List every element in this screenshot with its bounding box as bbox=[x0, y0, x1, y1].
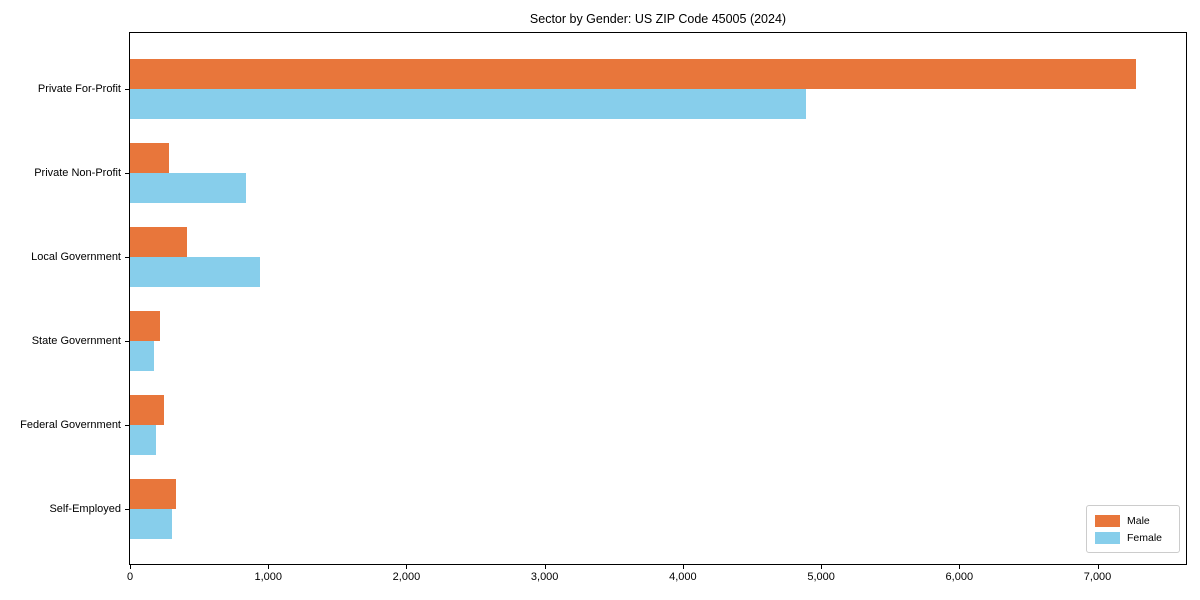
y-tick-mark bbox=[125, 257, 129, 258]
bar-federal-government-male bbox=[130, 395, 164, 425]
bar-private-for-profit-female bbox=[130, 89, 806, 119]
x-tick-label-7000: 7,000 bbox=[1083, 571, 1112, 583]
y-tick-label-self-employed: Self-Employed bbox=[49, 503, 121, 515]
x-tick-mark bbox=[1097, 565, 1099, 569]
y-tick-mark bbox=[125, 341, 129, 342]
x-tick-label-3000: 3,000 bbox=[530, 571, 559, 583]
bar-local-government-female bbox=[130, 257, 260, 287]
x-tick-mark bbox=[268, 565, 270, 569]
x-tick-label-1000: 1,000 bbox=[254, 571, 282, 583]
x-tick-mark bbox=[406, 565, 408, 569]
legend-entry-male: Male bbox=[1095, 514, 1171, 527]
legend-label-male: Male bbox=[1127, 514, 1150, 527]
x-tick-label-4000: 4,000 bbox=[669, 571, 697, 583]
y-tick-label-local-government: Local Government bbox=[31, 251, 121, 263]
x-tick-mark bbox=[130, 565, 131, 569]
y-tick-mark bbox=[125, 425, 129, 426]
x-tick-label-2000: 2,000 bbox=[392, 571, 421, 583]
chart-title: Sector by Gender: US ZIP Code 45005 (202… bbox=[529, 12, 787, 26]
x-tick-mark bbox=[544, 565, 546, 569]
legend-label-female: Female bbox=[1127, 531, 1163, 544]
x-tick-label-0: 0 bbox=[126, 571, 134, 583]
bar-self-employed-female bbox=[130, 509, 172, 539]
legend: Male Female bbox=[1086, 505, 1180, 553]
x-tick-mark bbox=[821, 565, 823, 569]
plot-area: Male Female bbox=[129, 32, 1187, 565]
y-tick-label-private-for-profit: Private For-Profit bbox=[37, 83, 121, 95]
y-tick-label-federal-government: Federal Government bbox=[20, 419, 121, 431]
x-tick-mark bbox=[959, 565, 961, 569]
x-tick-label-6000: 6,000 bbox=[945, 571, 974, 583]
x-tick-mark bbox=[682, 565, 684, 569]
legend-swatch-male bbox=[1095, 514, 1120, 527]
y-tick-mark bbox=[125, 173, 129, 174]
legend-swatch-female bbox=[1095, 531, 1120, 544]
bar-federal-government-female bbox=[130, 425, 157, 455]
bar-state-government-female bbox=[130, 341, 154, 371]
x-tick-label-5000: 5,000 bbox=[807, 571, 835, 583]
bar-self-employed-male bbox=[130, 479, 177, 509]
bar-private-non-profit-female bbox=[130, 173, 247, 203]
y-tick-label-state-government: State Government bbox=[31, 335, 121, 347]
y-tick-label-private-non-profit: Private Non-Profit bbox=[34, 167, 121, 179]
legend-entry-female: Female bbox=[1095, 531, 1171, 544]
y-tick-mark bbox=[125, 509, 129, 510]
y-tick-mark bbox=[125, 89, 129, 90]
bar-local-government-male bbox=[130, 227, 187, 257]
bar-state-government-male bbox=[130, 311, 160, 341]
bar-private-for-profit-male bbox=[130, 59, 1136, 89]
bar-private-non-profit-male bbox=[130, 143, 169, 173]
